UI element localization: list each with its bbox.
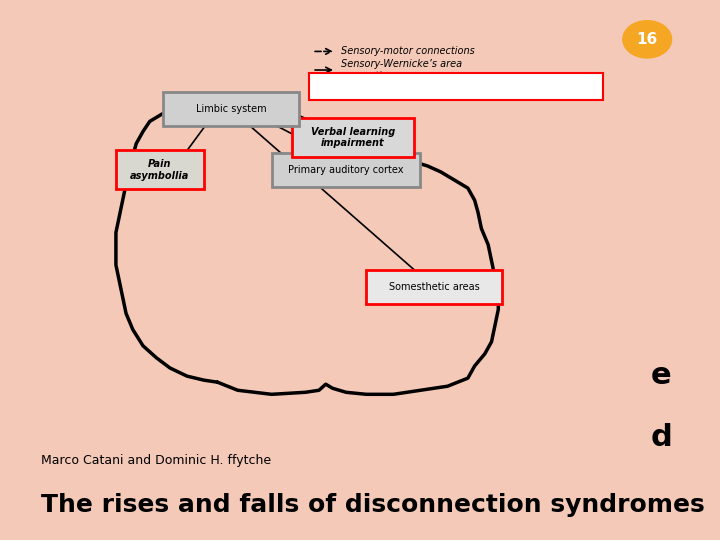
- Text: e: e: [651, 361, 671, 390]
- Text: Sensory-motor connections: Sensory-motor connections: [341, 46, 474, 56]
- Text: Sensory-Wernicke’s area
connections: Sensory-Wernicke’s area connections: [341, 59, 462, 81]
- FancyBboxPatch shape: [163, 92, 299, 126]
- FancyBboxPatch shape: [271, 153, 420, 187]
- Text: Limbic system: Limbic system: [196, 104, 266, 114]
- FancyBboxPatch shape: [292, 118, 414, 157]
- Text: Sensory-limbic connections: Sensory-limbic connections: [341, 81, 474, 91]
- Text: Primary auditory cortex: Primary auditory cortex: [288, 165, 404, 175]
- Circle shape: [623, 21, 672, 58]
- FancyBboxPatch shape: [309, 73, 603, 100]
- Text: Marco Catani and Dominic H. ffytche: Marco Catani and Dominic H. ffytche: [42, 454, 271, 467]
- Text: Somesthetic areas: Somesthetic areas: [389, 282, 480, 292]
- Text: The rises and falls of disconnection syndromes: The rises and falls of disconnection syn…: [42, 493, 705, 517]
- Text: Verbal learning
impairment: Verbal learning impairment: [310, 127, 395, 148]
- FancyBboxPatch shape: [116, 151, 204, 190]
- Text: 16: 16: [636, 32, 658, 47]
- Text: Pain
asymbollia: Pain asymbollia: [130, 159, 189, 181]
- FancyBboxPatch shape: [366, 271, 502, 304]
- Text: d: d: [651, 423, 672, 453]
